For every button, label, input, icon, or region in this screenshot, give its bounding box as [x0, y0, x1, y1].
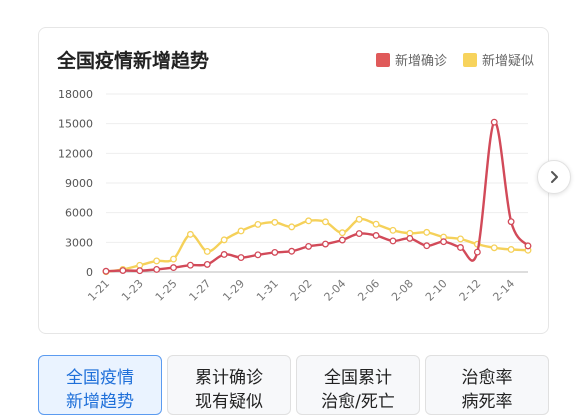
data-point-confirmed: [102, 267, 110, 275]
tab-label-line1: 治愈率: [461, 368, 513, 388]
data-point-suspected: [170, 255, 177, 263]
data-point-confirmed: [153, 265, 161, 273]
data-point-confirmed: [170, 264, 177, 272]
data-point-confirmed: [305, 242, 313, 250]
data-point-suspected: [423, 228, 431, 236]
data-point-confirmed: [389, 237, 397, 245]
x-tick-label: 2-02: [288, 277, 315, 304]
chevron-right-icon: [551, 171, 558, 183]
y-tick-label: 12000: [58, 147, 93, 160]
y-tick-label: 3000: [65, 236, 93, 249]
tab-label-line2: 新增趋势: [66, 392, 134, 412]
tab-label-line2: 治愈/死亡: [321, 392, 395, 412]
series-line-confirmed: [105, 120, 529, 273]
trend-chart-card: 全国疫情新增趋势 新增确诊 新增疑似: [38, 27, 549, 334]
legend-swatch-suspected: [462, 52, 477, 67]
tab-label-line1: 全国累计: [324, 368, 392, 388]
data-point-confirmed: [203, 260, 211, 268]
y-tick-label: 6000: [65, 207, 93, 220]
data-point-confirmed: [440, 238, 448, 246]
data-point-confirmed: [507, 218, 515, 226]
y-tick-label: 9000: [65, 177, 93, 190]
data-point-suspected: [136, 261, 144, 269]
data-point-suspected: [203, 248, 211, 255]
data-point-suspected: [271, 218, 279, 226]
data-point-confirmed: [490, 118, 498, 126]
data-point-confirmed: [372, 232, 380, 239]
legend-item-suspected[interactable]: 新增疑似: [462, 50, 534, 69]
x-tick-label: 1-23: [119, 277, 146, 304]
x-tick-label: 2-04: [322, 277, 349, 304]
y-tick-label: 0: [86, 266, 93, 279]
data-point-suspected: [220, 236, 228, 244]
line-chart: 0 3000 6000 9000 12000 15000 18000 1-21 1-23 1-25…: [58, 88, 532, 304]
x-tick-label: 2-12: [457, 277, 484, 304]
tab-cure-death-rate[interactable]: 治愈率 病死率: [425, 355, 549, 415]
x-tick-label: 2-06: [355, 277, 382, 304]
data-point-confirmed: [321, 240, 329, 248]
chart-title: 全国疫情新增趋势: [57, 50, 210, 72]
data-point-confirmed: [338, 236, 346, 244]
data-point-suspected: [321, 218, 329, 226]
data-point-confirmed: [524, 242, 532, 250]
y-tick-label: 18000: [58, 88, 93, 101]
x-tick-label: 1-27: [187, 277, 214, 304]
data-point-suspected: [355, 215, 363, 223]
x-tick-label: 2-14: [490, 277, 517, 304]
data-point-confirmed: [237, 254, 245, 262]
x-tick-label: 2-08: [389, 277, 416, 304]
y-tick-label: 15000: [58, 118, 93, 131]
data-point-suspected: [305, 217, 313, 225]
data-point-suspected: [490, 244, 498, 252]
data-point-suspected: [288, 223, 296, 231]
tab-label-line1: 全国疫情: [66, 368, 134, 388]
data-point-confirmed: [254, 251, 262, 259]
data-point-suspected: [389, 226, 397, 234]
data-point-suspected: [507, 246, 515, 253]
legend-label-suspected: 新增疑似: [481, 54, 534, 69]
data-point-confirmed: [136, 267, 144, 275]
data-point-confirmed: [220, 251, 228, 258]
x-tick-label: 1-25: [153, 277, 180, 304]
legend-label-confirmed: 新增确诊: [394, 54, 447, 69]
x-tick-label: 2-10: [423, 277, 450, 304]
data-point-confirmed: [186, 261, 194, 269]
data-point-suspected: [237, 227, 245, 235]
tab-label-line2: 现有疑似: [195, 392, 263, 412]
tab-cured-deaths[interactable]: 全国累计 治愈/死亡: [296, 355, 420, 415]
x-tick-label: 1-31: [254, 277, 281, 304]
data-point-confirmed: [406, 234, 414, 242]
legend-item-confirmed[interactable]: 新增确诊: [375, 50, 447, 69]
data-point-confirmed: [119, 267, 127, 274]
tab-label-line2: 病死率: [461, 392, 513, 412]
data-point-suspected: [457, 235, 464, 243]
tab-label-line1: 累计确诊: [195, 368, 263, 388]
tab-cumulative-confirmed[interactable]: 累计确诊 现有疑似: [167, 355, 291, 415]
next-chart-button[interactable]: [537, 160, 571, 194]
data-point-confirmed: [423, 242, 431, 250]
data-point-suspected: [254, 220, 262, 228]
data-point-confirmed: [288, 247, 296, 255]
data-point-confirmed: [271, 248, 279, 256]
data-point-suspected: [372, 220, 380, 228]
data-point-confirmed: [473, 248, 481, 256]
data-point-suspected: [153, 257, 161, 265]
chart-legend: 新增确诊 新增疑似: [366, 50, 534, 69]
data-point-suspected: [338, 229, 346, 237]
x-tick-label: 1-21: [85, 277, 112, 304]
x-tick-label: 1-29: [220, 277, 247, 304]
data-point-confirmed: [355, 230, 363, 238]
data-point-confirmed: [457, 244, 464, 251]
data-point-suspected: [186, 230, 194, 238]
chart-tabs: 全国疫情 新增趋势 累计确诊 现有疑似 全国累计 治愈/死亡 治愈率 病死率: [38, 355, 550, 415]
legend-swatch-confirmed: [375, 52, 390, 67]
tab-new-trend[interactable]: 全国疫情 新增趋势: [38, 355, 162, 415]
